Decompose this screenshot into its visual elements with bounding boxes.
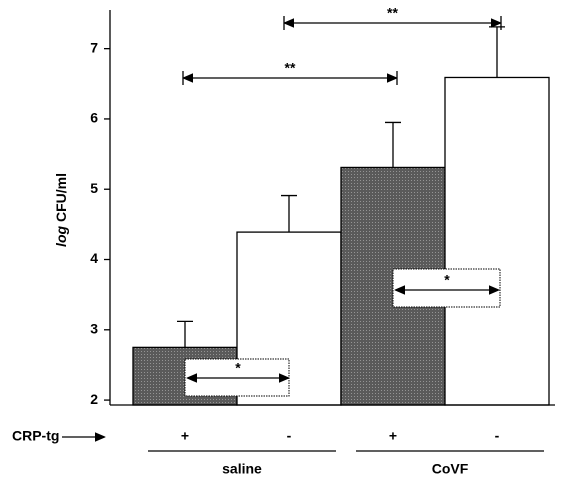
error-bar [281,194,297,233]
error-bar [385,121,401,168]
significance-label: ** [285,60,296,76]
y-tick-label: 5 [90,180,98,196]
significance-label: * [235,360,241,376]
x-tick-label: - [495,428,500,444]
group-label: saline [222,461,262,477]
y-tick-label: 4 [90,250,98,266]
error-bar [177,320,193,348]
significance-label: ** [387,5,398,21]
significance-label: * [444,272,450,288]
x-tick-label: + [181,428,189,444]
y-tick-label: 3 [90,320,98,336]
y-tick-label: 6 [90,110,98,126]
row-label: CRP-tg [12,428,59,444]
error-bar [489,26,505,78]
y-tick-label: 7 [90,39,98,55]
x-tick-label: + [389,428,397,444]
y-tick-label: 2 [90,391,98,407]
y-axis-label: log CFU/ml [53,173,69,247]
bar [444,76,550,406]
x-tick-label: - [287,428,292,444]
group-label: CoVF [432,461,469,477]
